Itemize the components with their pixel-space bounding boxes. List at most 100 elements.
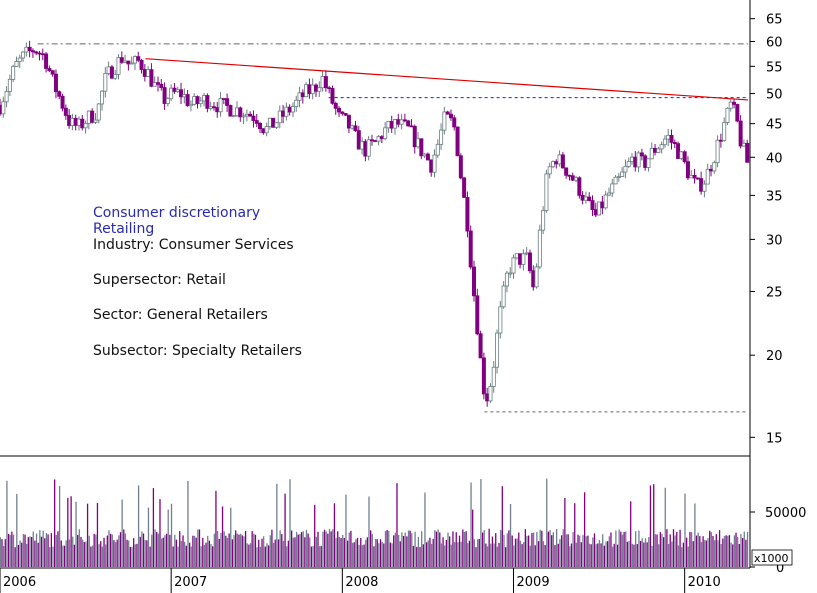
- candle-body: [7, 78, 12, 92]
- candle-body: [488, 386, 493, 402]
- price-tick-label: 15: [766, 431, 783, 446]
- candle-body: [491, 366, 496, 387]
- candle-body: [77, 118, 82, 126]
- candle-body: [666, 134, 671, 140]
- date-tick-label: 2007: [174, 575, 207, 590]
- candle-body: [495, 332, 500, 368]
- candle-body: [485, 393, 490, 402]
- price-candles: [0, 40, 750, 407]
- candle-body: [676, 143, 681, 159]
- candle-body: [44, 53, 49, 69]
- candle-body: [393, 119, 398, 129]
- candle-body: [639, 152, 644, 157]
- candle-body: [620, 171, 625, 177]
- candle-body: [261, 128, 266, 134]
- candle-body: [606, 192, 611, 196]
- candle-body: [386, 121, 391, 129]
- candle-body: [300, 92, 305, 98]
- candle-body: [172, 87, 177, 92]
- candle-body: [271, 117, 276, 128]
- price-tick-label: 20: [766, 349, 783, 364]
- candle-body: [709, 168, 714, 172]
- candle-body: [126, 60, 131, 65]
- candle-body: [93, 119, 98, 123]
- candle-body: [244, 113, 249, 117]
- candle-body: [103, 73, 108, 92]
- candle-body: [132, 56, 137, 64]
- candle-body: [406, 120, 411, 127]
- candle-body: [462, 177, 467, 198]
- candle-body: [30, 50, 35, 53]
- candle-body: [570, 175, 575, 181]
- candle-body: [60, 95, 65, 109]
- volume-unit-label: x1000: [754, 552, 789, 565]
- candle-body: [34, 51, 39, 54]
- candle-body: [366, 139, 371, 157]
- candle-body: [281, 110, 286, 117]
- candle-body: [208, 106, 213, 109]
- candle-body: [682, 151, 687, 163]
- price-tick-label: 40: [766, 151, 783, 166]
- reference-lines: [37, 43, 749, 413]
- candle-body: [541, 210, 546, 231]
- candle-body: [113, 73, 118, 79]
- candle-body: [593, 209, 598, 216]
- candle-body: [37, 52, 42, 55]
- candle-body: [320, 76, 325, 89]
- candle-body: [1, 101, 6, 115]
- candle-body: [254, 120, 259, 124]
- candle-body: [439, 129, 444, 145]
- candle-body: [376, 136, 381, 142]
- candle-body: [185, 94, 190, 107]
- candle-body: [162, 87, 167, 104]
- candle-body: [353, 125, 358, 131]
- annotation-supersector: Supersector: Retail: [93, 272, 226, 288]
- candle-body: [425, 153, 430, 161]
- candle-body: [745, 142, 750, 163]
- candle-body: [195, 96, 200, 105]
- candle-body: [330, 88, 335, 104]
- annotation-consumer-discretionary: Consumer discretionary: [93, 205, 260, 221]
- candle-body: [363, 141, 368, 157]
- candle-body: [21, 51, 26, 59]
- annotation-subsector: Subsector: Specialty Retailers: [93, 343, 302, 359]
- date-tick-label: 2008: [345, 575, 378, 590]
- candle-body: [337, 107, 342, 113]
- candle-body: [106, 66, 111, 74]
- candle-body: [142, 69, 147, 77]
- candle-body: [597, 201, 602, 216]
- candle-body: [340, 111, 345, 114]
- candle-body: [630, 156, 635, 162]
- candle-body: [531, 270, 536, 288]
- candle-body: [274, 122, 279, 128]
- candle-body: [96, 103, 101, 121]
- candle-body: [429, 159, 434, 173]
- candle-body: [511, 257, 516, 274]
- candle-body: [551, 161, 556, 168]
- candle-body: [669, 134, 674, 143]
- candle-body: [432, 154, 437, 173]
- candle-body: [327, 87, 332, 90]
- candle-body: [715, 139, 720, 164]
- candle-body: [646, 158, 651, 168]
- candle-body: [616, 176, 621, 178]
- candle-body: [182, 94, 187, 98]
- candle-body: [235, 107, 240, 117]
- candle-body: [317, 87, 322, 92]
- candle-body: [4, 91, 9, 103]
- candle-body: [659, 144, 664, 150]
- candle-body: [67, 115, 72, 126]
- candle-body: [211, 106, 216, 109]
- candle-body: [373, 140, 378, 142]
- candle-body: [83, 123, 88, 129]
- price-tick-label: 65: [766, 13, 783, 28]
- candle-body: [679, 151, 684, 159]
- date-tick-label: 2009: [517, 575, 550, 590]
- candle-body: [119, 57, 124, 63]
- annotation-sector: Sector: General Retailers: [93, 307, 268, 323]
- candle-body: [455, 126, 460, 157]
- candle-body: [192, 96, 197, 105]
- candle-body: [350, 125, 355, 129]
- candle-body: [416, 138, 421, 148]
